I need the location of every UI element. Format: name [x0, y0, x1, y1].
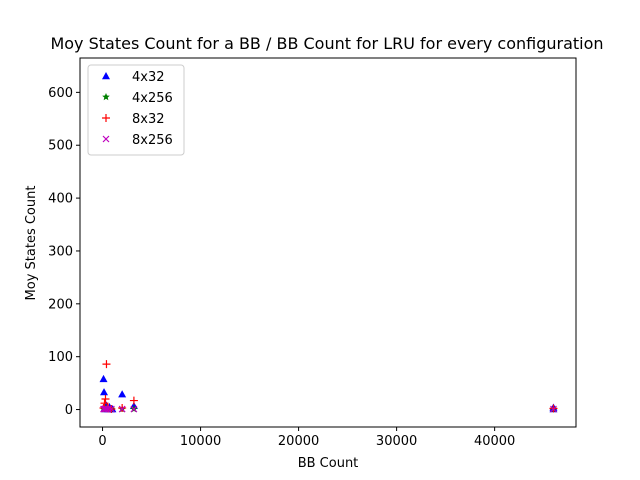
data-point-8x256 [100, 405, 107, 413]
legend-label: 8x256 [132, 133, 173, 148]
data-point-4x32 [100, 388, 109, 396]
data-point-8x256 [105, 405, 112, 413]
x-tick-label: 10000 [180, 434, 221, 449]
data-point-8x32 [102, 360, 111, 369]
plot-frame [79, 57, 577, 428]
y-tick-label: 200 [48, 297, 73, 312]
y-tick-label: 600 [48, 86, 73, 101]
legend: 4x32 4x256 8x32 8x256 [87, 64, 185, 156]
x-tick-label: 0 [98, 434, 106, 449]
y-tick-label: 300 [48, 244, 73, 259]
legend-marker-8x256 [102, 135, 110, 143]
x-tick-label: 20000 [278, 434, 319, 449]
y-axis-label: Moy States Count [24, 186, 39, 301]
data-point-4x32 [99, 374, 108, 383]
data-point-8x256 [550, 405, 557, 413]
legend-label: 4x32 [132, 70, 165, 85]
y-tick-label: 400 [48, 192, 73, 207]
legend-marker-4x32 [102, 72, 110, 80]
legend-marker-4x256 [102, 93, 110, 101]
legend-label: 8x32 [132, 112, 165, 127]
data-point-8x256 [118, 405, 126, 413]
data-point-8x256 [130, 405, 138, 413]
legend-label: 4x256 [132, 91, 173, 106]
legend-marker-8x32 [102, 114, 110, 122]
y-tick-label: 500 [48, 139, 73, 154]
y-tick-label: 100 [48, 350, 73, 365]
x-axis-label: BB Count [298, 456, 359, 471]
data-point-8x32 [101, 394, 110, 403]
data-points [99, 360, 558, 414]
data-point-8x32 [118, 403, 127, 412]
data-point-4x32 [118, 390, 127, 398]
chart-title: Moy States Count for a BB / BB Count for… [50, 34, 603, 53]
data-point-8x256 [107, 405, 115, 413]
legend-box [87, 64, 185, 156]
x-tick-label: 30000 [376, 434, 417, 449]
x-tick-label: 40000 [474, 434, 515, 449]
y-tick-label: 0 [65, 403, 73, 418]
data-point-8x256 [103, 405, 110, 413]
data-point-8x32 [129, 396, 138, 405]
axis-ticks: 0 10000 20000 30000 40000 0 100 200 300 400 500 600 [48, 86, 515, 449]
